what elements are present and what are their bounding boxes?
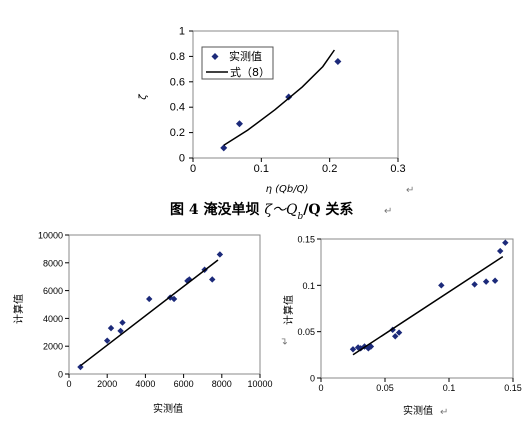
chart-bl-xlabel: 实测值 — [153, 402, 183, 415]
top-xtick-label: 0 — [190, 163, 196, 175]
br-data-point — [502, 239, 509, 246]
top-data-point — [334, 57, 342, 65]
top-ytick-label: 0 — [179, 153, 185, 165]
br-xtick-label: 0.05 — [376, 383, 394, 393]
chart-top: 0 0.1 0.2 0.3 0 0.2 0.4 0.6 0.8 1 实测值 式（8） η (Qb/… — [138, 26, 414, 197]
bl-ytick-label: 4000 — [43, 314, 63, 324]
chart-br-xlabel: 实测值 — [403, 404, 433, 417]
caption-symbol: ζ～Q — [264, 202, 298, 218]
top-ytick-label: 0.8 — [170, 51, 185, 63]
br-ytick-label: 0.1 — [302, 281, 315, 291]
top-data-point — [235, 120, 243, 128]
br-ytick-label: 0.05 — [297, 327, 315, 337]
br-data-point — [349, 346, 357, 353]
legend-box — [201, 46, 274, 80]
return-mark: ↵ — [406, 185, 414, 196]
bl-data-point — [216, 251, 224, 258]
bl-data-point — [104, 337, 111, 344]
bl-xtick-label: 10000 — [247, 379, 272, 389]
caption-return-mark: ↵ — [384, 206, 392, 217]
br-xtick-label: 0 — [318, 383, 323, 393]
bl-data-point — [117, 327, 124, 335]
bl-data-point — [77, 363, 84, 371]
bl-data-point — [146, 295, 153, 303]
top-ytick-label: 0.6 — [170, 76, 185, 88]
bl-ytick-label: 2000 — [43, 342, 63, 352]
br-data-point — [491, 277, 499, 284]
br-fit-line — [352, 255, 504, 356]
chart-br-ylabel-return-mark: ↵ — [280, 337, 291, 345]
chart-br-return-mark: ↵ — [440, 407, 448, 418]
top-xtick-label: 0.3 — [390, 163, 405, 175]
bl-xtick-label: 0 — [66, 379, 71, 389]
bl-xtick-label: 2000 — [97, 379, 117, 389]
br-xtick-label: 0.15 — [504, 383, 522, 393]
caption-suffix: /Q 关系 — [303, 201, 353, 218]
bl-ytick-label: 10000 — [38, 231, 63, 241]
br-ytick-label: 0 — [310, 374, 315, 384]
bl-ytick-label: 6000 — [43, 286, 63, 296]
chart-top-legend: 实测值 式（8） — [201, 46, 274, 80]
br-ytick-label: 0.15 — [297, 235, 315, 245]
bl-data-point — [209, 276, 216, 283]
figure-caption: 图 4 淹没单坝 ζ～Qb/Q 关系 — [170, 201, 353, 222]
chart-top-ylabel: ζ — [138, 94, 149, 101]
top-xtick-label: 0.2 — [322, 163, 337, 175]
top-data-point — [220, 144, 228, 152]
chart-bottom-right: 0 0.05 0.1 0.15 0 0.05 0.1 0.15 实测值 ↵ 计算值 ↵ — [280, 235, 522, 419]
bl-xtick-label: 4000 — [135, 379, 155, 389]
bl-ytick-label: 0 — [58, 370, 63, 380]
bl-data-point — [170, 295, 178, 303]
bl-fit-line — [80, 259, 219, 367]
caption-prefix: 图 4 淹没单坝 — [170, 201, 264, 218]
bl-data-point — [119, 319, 126, 326]
br-data-point — [482, 278, 490, 285]
top-fit-line — [223, 49, 336, 146]
bl-xtick-label: 8000 — [212, 379, 232, 389]
br-data-point — [471, 281, 478, 288]
bl-ytick-label: 8000 — [43, 258, 63, 268]
br-data-point — [497, 247, 504, 255]
top-ytick-label: 0.4 — [170, 102, 185, 114]
bl-xtick-label: 6000 — [174, 379, 194, 389]
legend-label-measured: 实测值 — [229, 49, 262, 63]
top-ytick-label: 0.2 — [170, 127, 185, 139]
legend-label-formula: 式（8） — [230, 66, 270, 79]
chart-br-ylabel: 计算值 — [282, 295, 295, 325]
top-xtick-label: 0.1 — [254, 163, 269, 175]
top-ytick-label: 1 — [179, 26, 185, 38]
chart-top-xlabel: η (Qb/Q) — [266, 184, 309, 195]
chart-bl-ylabel: 计算值 — [12, 294, 25, 324]
bl-data-point — [107, 324, 115, 332]
br-data-point — [438, 282, 445, 289]
br-data-point — [395, 329, 403, 336]
br-xtick-label: 0.1 — [443, 383, 456, 393]
br-data-point — [392, 333, 399, 340]
legend-marker-diamond — [211, 53, 219, 60]
chart-br-plot-area — [320, 238, 514, 379]
chart-bottom-left: 0 2000 4000 6000 8000 10000 0 2000 4000 6000 8000 1… — [12, 231, 273, 416]
caption-sub: b — [297, 212, 303, 222]
